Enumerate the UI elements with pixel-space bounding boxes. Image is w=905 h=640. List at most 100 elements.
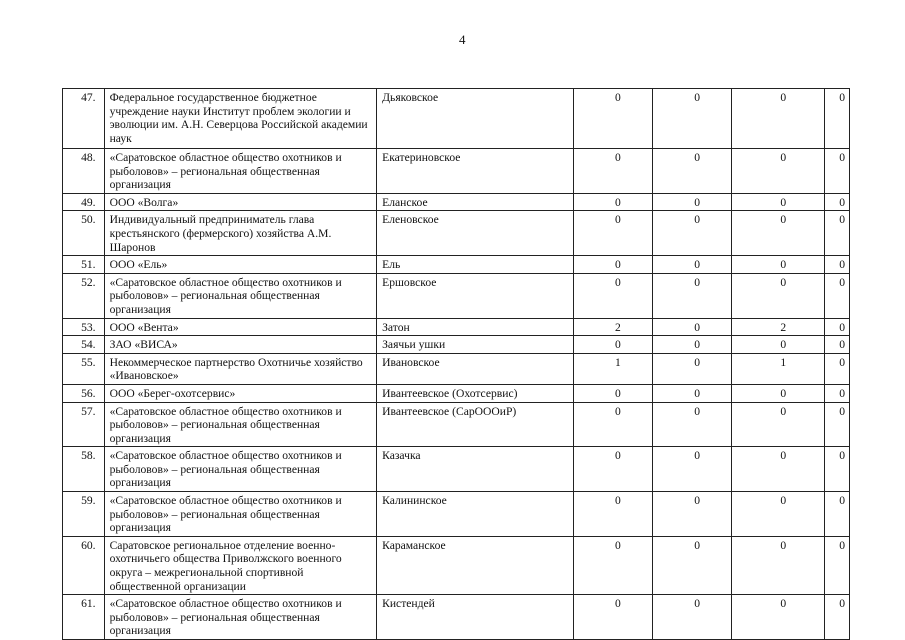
table-row: 61. «Саратовское областное общество охотн… <box>62 594 850 640</box>
value-cell: 0 <box>651 535 733 596</box>
hunting-ground-name: Еленовское <box>376 210 574 257</box>
value-cell: 0 <box>824 255 850 274</box>
value-cell: 0 <box>824 88 850 149</box>
value-cell: 0 <box>824 535 850 596</box>
value-cell: 0 <box>651 148 733 194</box>
row-number: 57. <box>62 401 105 448</box>
value-cell: 0 <box>572 148 654 194</box>
value-cell: 0 <box>824 594 850 640</box>
row-number: 47. <box>62 88 105 149</box>
value-cell: 0 <box>572 210 654 257</box>
value-cell: 0 <box>824 335 850 354</box>
value-cell: 0 <box>651 255 733 274</box>
value-cell: 0 <box>824 272 850 319</box>
table-row: 49. ООО «Волга» Еланское 0 0 0 0 <box>62 192 850 212</box>
value-cell: 0 <box>731 446 826 493</box>
hunting-ground-name: Екатериновское <box>376 148 574 194</box>
row-number: 56. <box>62 383 105 403</box>
value-cell: 0 <box>651 401 733 448</box>
value-cell: 0 <box>572 335 654 354</box>
organization-name: ООО «Волга» <box>103 192 378 212</box>
row-number: 51. <box>62 255 105 274</box>
value-cell: 0 <box>651 352 733 385</box>
value-cell: 0 <box>824 210 850 257</box>
value-cell: 0 <box>572 192 654 212</box>
value-cell: 0 <box>731 335 826 354</box>
hunting-ground-name: Ель <box>376 255 574 274</box>
value-cell: 0 <box>651 272 733 319</box>
value-cell: 0 <box>824 446 850 493</box>
value-cell: 1 <box>572 352 654 385</box>
page-number: 4 <box>459 32 466 47</box>
value-cell: 0 <box>824 317 850 337</box>
row-number: 53. <box>62 317 105 337</box>
value-cell: 0 <box>572 88 654 149</box>
table-row: 48. «Саратовское областное общество охотн… <box>62 148 850 194</box>
value-cell: 0 <box>824 352 850 385</box>
hunting-ground-name: Ершовское <box>376 272 574 319</box>
value-cell: 0 <box>824 192 850 212</box>
value-cell: 0 <box>824 401 850 448</box>
value-cell: 1 <box>731 352 826 385</box>
table-row: 57. «Саратовское областное общество охотн… <box>62 401 850 448</box>
organization-name: ООО «Ель» <box>103 255 378 274</box>
hunting-grounds-table: 47. Федеральное государственное бюджетное… <box>62 88 850 640</box>
value-cell: 0 <box>572 491 654 537</box>
value-cell: 0 <box>824 383 850 403</box>
value-cell: 0 <box>651 446 733 493</box>
value-cell: 0 <box>651 383 733 403</box>
value-cell: 0 <box>651 88 733 149</box>
value-cell: 0 <box>651 192 733 212</box>
row-number: 61. <box>62 594 105 640</box>
value-cell: 0 <box>651 491 733 537</box>
value-cell: 0 <box>731 88 826 149</box>
value-cell: 2 <box>731 317 826 337</box>
organization-name: Федеральное государственное бюджетное уч… <box>103 88 378 149</box>
value-cell: 0 <box>651 317 733 337</box>
organization-name: Саратовское региональное отделение военн… <box>103 535 378 596</box>
organization-name: «Саратовское областное общество охотнико… <box>103 148 378 194</box>
row-number: 52. <box>62 272 105 319</box>
value-cell: 0 <box>731 401 826 448</box>
value-cell: 0 <box>572 272 654 319</box>
value-cell: 0 <box>731 148 826 194</box>
row-number: 59. <box>62 491 105 537</box>
value-cell: 0 <box>731 192 826 212</box>
table-row: 60. Саратовское региональное отделение во… <box>62 535 850 596</box>
row-number: 55. <box>62 352 105 385</box>
hunting-ground-name: Караманское <box>376 535 574 596</box>
value-cell: 0 <box>731 594 826 640</box>
value-cell: 0 <box>572 255 654 274</box>
value-cell: 0 <box>572 446 654 493</box>
value-cell: 0 <box>731 535 826 596</box>
hunting-ground-name: Кистендей <box>376 594 574 640</box>
value-cell: 0 <box>731 491 826 537</box>
hunting-ground-name: Дьяковское <box>376 88 574 149</box>
row-number: 49. <box>62 192 105 212</box>
hunting-ground-name: Заячьи ушки <box>376 335 574 354</box>
organization-name: Индивидуальный предприниматель глава кре… <box>103 210 378 257</box>
table-row: 58. «Саратовское областное общество охотн… <box>62 446 850 493</box>
table-row: 51. ООО «Ель» Ель 0 0 0 0 <box>62 255 850 274</box>
hunting-ground-name: Ивантеевское (Охотсервис) <box>376 383 574 403</box>
value-cell: 0 <box>572 594 654 640</box>
value-cell: 2 <box>572 317 654 337</box>
value-cell: 0 <box>572 383 654 403</box>
row-number: 60. <box>62 535 105 596</box>
organization-name: ООО «Берег-охотсервис» <box>103 383 378 403</box>
organization-name: «Саратовское областное общество охотнико… <box>103 401 378 448</box>
value-cell: 0 <box>731 255 826 274</box>
hunting-ground-name: Казачка <box>376 446 574 493</box>
value-cell: 0 <box>824 148 850 194</box>
table-row: 50. Индивидуальный предприниматель глава … <box>62 210 850 257</box>
organization-name: «Саратовское областное общество охотнико… <box>103 594 378 640</box>
organization-name: ЗАО «ВИСА» <box>103 335 378 354</box>
value-cell: 0 <box>731 272 826 319</box>
value-cell: 0 <box>651 335 733 354</box>
table-row: 47. Федеральное государственное бюджетное… <box>62 88 850 149</box>
table-row: 54. ЗАО «ВИСА» Заячьи ушки 0 0 0 0 <box>62 335 850 354</box>
row-number: 58. <box>62 446 105 493</box>
organization-name: ООО «Вента» <box>103 317 378 337</box>
value-cell: 0 <box>824 491 850 537</box>
table-row: 53. ООО «Вента» Затон 2 0 2 0 <box>62 317 850 337</box>
